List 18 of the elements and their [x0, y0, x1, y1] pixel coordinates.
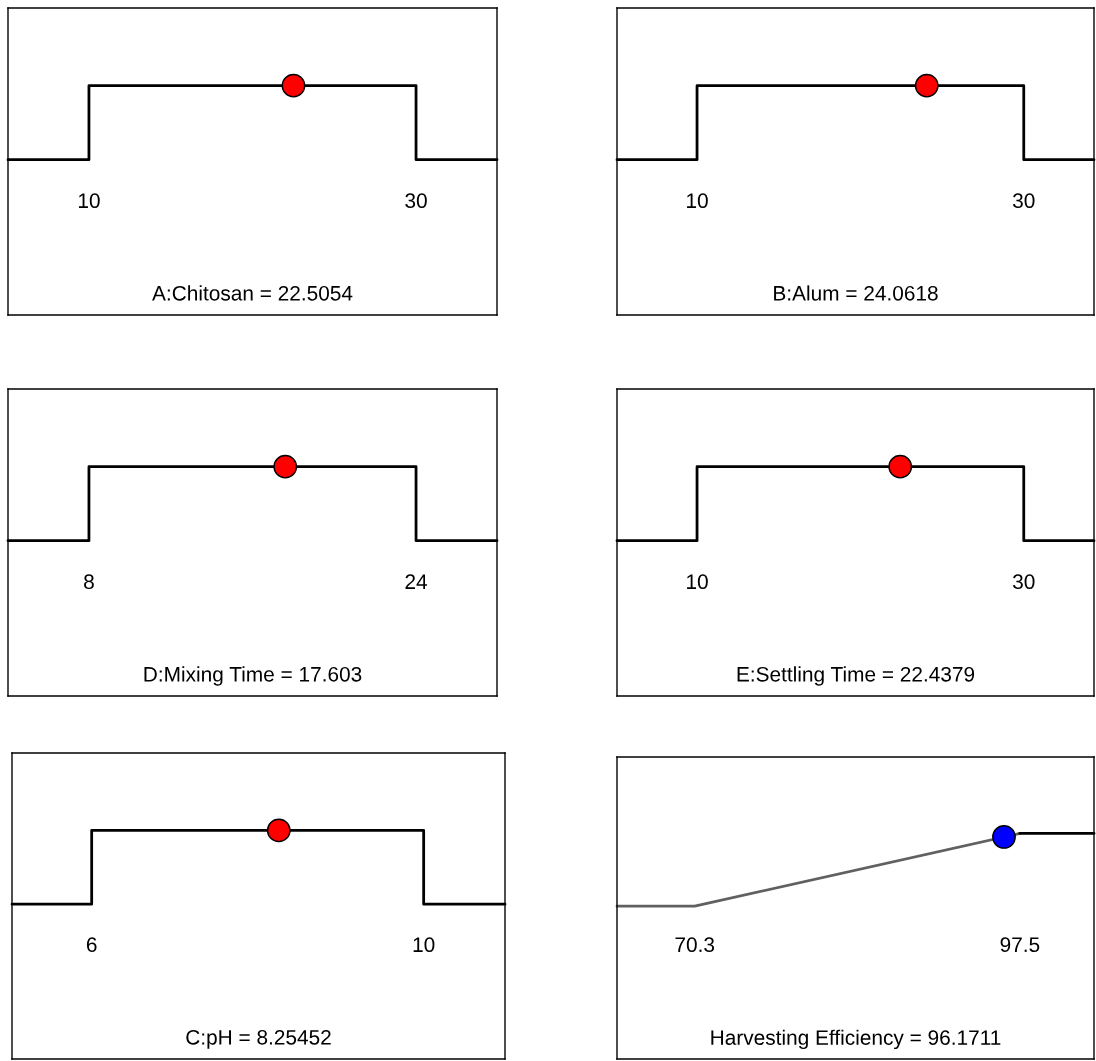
- x-axis-title: A:Chitosan = 22.5054: [152, 285, 353, 301]
- x-axis-title: E:Settling Time = 22.4379: [737, 666, 975, 686]
- x-tick-label: 6: [86, 937, 97, 953]
- x-axis-title: D:Mixing Time = 17.603: [144, 666, 362, 686]
- x-tick-label: 10: [687, 574, 708, 590]
- x-tick-label: 97.5: [1000, 937, 1040, 953]
- x-tick-label: 30: [1012, 574, 1035, 590]
- x-tick-label: 30: [1012, 193, 1035, 209]
- x-tick-label: 24: [405, 574, 428, 589]
- x-axis-title: B:Alum = 24.0618: [774, 285, 938, 301]
- x-tick-label: 10: [687, 193, 708, 209]
- x-tick-label: 70.3: [675, 937, 715, 953]
- x-axis-title: Harvesting Efficiency = 96.1711: [711, 1029, 1001, 1050]
- x-tick-label: 10: [413, 937, 435, 953]
- x-tick-label: 30: [405, 193, 427, 209]
- x-tick-label: 10: [78, 193, 100, 209]
- x-tick-label: 8: [84, 574, 94, 590]
- x-axis-title: C:pH = 8.25452: [186, 1029, 331, 1049]
